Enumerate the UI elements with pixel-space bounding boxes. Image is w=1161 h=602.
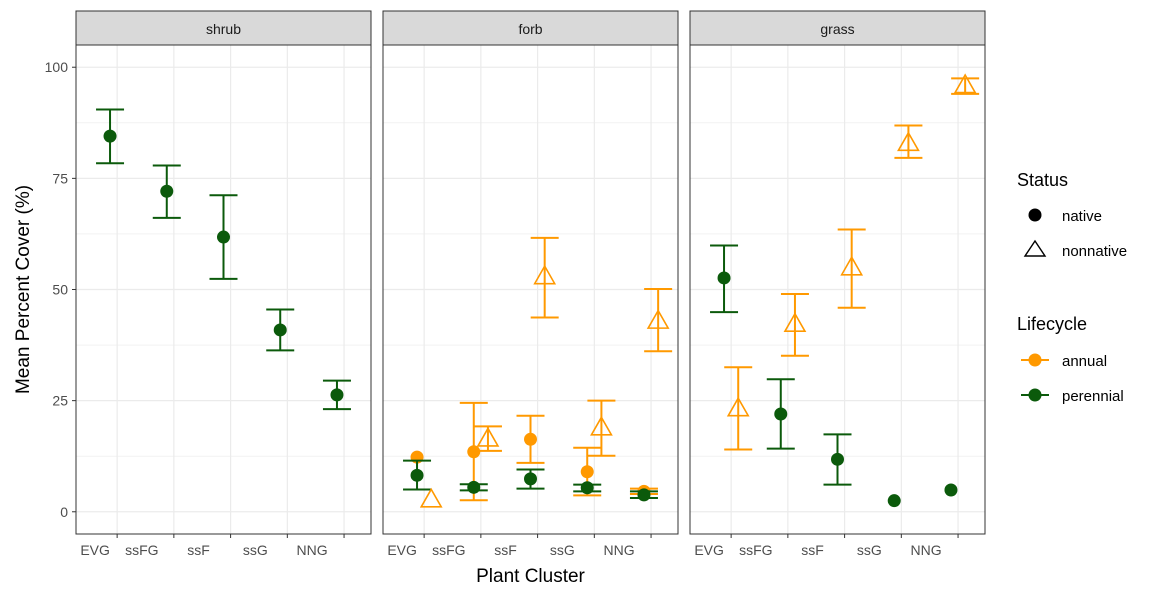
- data-point-circle: [467, 480, 481, 494]
- x-tick-label: ssFG: [739, 542, 772, 558]
- x-tick-label: ssF: [801, 542, 824, 558]
- x-tick-label: ssG: [857, 542, 882, 558]
- x-tick-label: NNG: [910, 542, 941, 558]
- facet-label: shrub: [206, 21, 241, 37]
- data-point-triangle: [726, 396, 750, 417]
- y-tick-label: 25: [52, 393, 68, 409]
- panel-border: [382, 44, 679, 535]
- facet-strip: [382, 10, 679, 46]
- legend-label-annual: annual: [1062, 353, 1107, 370]
- y-axis-title: Mean Percent Cover (%): [13, 185, 34, 394]
- y-tick-label: 0: [60, 504, 68, 520]
- legend-label-nonnative: nonnative: [1062, 243, 1127, 260]
- data-point-triangle: [897, 131, 920, 152]
- data-point-triangle: [646, 309, 670, 329]
- x-tick-label: EVG: [80, 542, 110, 558]
- data-point-triangle: [476, 426, 500, 447]
- data-point-triangle: [419, 487, 443, 508]
- x-tick-label: ssFG: [125, 542, 158, 558]
- data-point-circle: [637, 488, 651, 502]
- data-point-circle: [774, 407, 788, 421]
- data-point-circle: [273, 323, 287, 337]
- legend-label-perennial: perennial: [1062, 388, 1124, 405]
- x-tick-label: NNG: [296, 542, 327, 558]
- legend-key-annual: [1028, 353, 1042, 367]
- x-tick-label: NNG: [603, 542, 634, 558]
- y-tick-label: 100: [45, 59, 69, 75]
- panel-border: [689, 44, 986, 535]
- data-point-circle: [160, 184, 174, 198]
- x-tick-label: ssFG: [432, 542, 465, 558]
- data-point-circle: [887, 494, 901, 508]
- data-point-triangle: [533, 264, 557, 285]
- data-point-triangle: [840, 255, 864, 276]
- x-tick-label: EVG: [387, 542, 417, 558]
- facet-strip: [75, 10, 372, 46]
- data-point-circle: [217, 230, 230, 244]
- x-tick-label: EVG: [694, 542, 724, 558]
- data-point-circle: [717, 271, 731, 285]
- x-tick-label: ssG: [243, 542, 268, 558]
- data-point-circle: [580, 465, 594, 479]
- data-point-circle: [330, 388, 344, 402]
- legend-lifecycle-title: Lifecycle: [1017, 314, 1087, 334]
- x-tick-label: ssF: [187, 542, 210, 558]
- data-point-circle: [467, 445, 481, 459]
- x-tick-label: ssF: [494, 542, 517, 558]
- data-point-circle: [831, 452, 844, 466]
- data-point-triangle: [590, 415, 613, 436]
- data-point-circle: [944, 483, 958, 497]
- x-tick-label: ssG: [550, 542, 575, 558]
- data-point-circle: [524, 472, 537, 486]
- legend-status-title: Status: [1017, 170, 1068, 190]
- data-point-circle: [410, 468, 424, 482]
- facet-label: grass: [820, 21, 854, 37]
- legend-key-nonnative: [1023, 239, 1047, 257]
- x-axis-title: Plant Cluster: [476, 566, 585, 587]
- facet-label: forb: [518, 21, 542, 37]
- legend-label-native: native: [1062, 208, 1102, 225]
- data-point-triangle: [783, 312, 807, 333]
- y-tick-label: 50: [52, 282, 68, 298]
- legend-key-native: [1028, 208, 1042, 222]
- data-point-triangle: [953, 73, 977, 94]
- y-tick-label: 75: [52, 170, 68, 186]
- data-point-circle: [524, 432, 537, 446]
- legend-key-perennial: [1028, 388, 1042, 402]
- data-point-circle: [580, 481, 594, 495]
- data-point-circle: [103, 129, 117, 143]
